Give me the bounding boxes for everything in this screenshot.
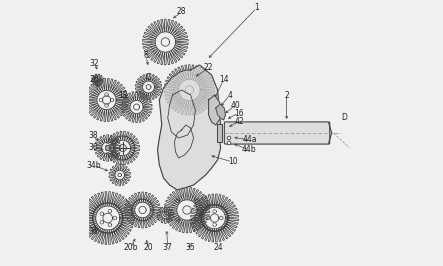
Text: 40: 40 <box>231 101 241 110</box>
Text: 16: 16 <box>234 109 243 118</box>
Text: 4: 4 <box>227 90 232 99</box>
Text: 35: 35 <box>186 243 195 252</box>
Text: 30: 30 <box>89 143 98 152</box>
Text: 36: 36 <box>89 227 98 236</box>
Text: 34b: 34b <box>86 160 101 169</box>
Text: 20: 20 <box>144 243 153 252</box>
Text: 37: 37 <box>163 243 173 252</box>
Text: 26: 26 <box>89 76 99 85</box>
Text: 38: 38 <box>89 131 98 140</box>
Text: 28: 28 <box>177 7 187 16</box>
Polygon shape <box>216 104 225 120</box>
Text: 10: 10 <box>228 157 237 167</box>
Text: 14: 14 <box>219 76 229 85</box>
Polygon shape <box>158 65 221 190</box>
Text: 20b: 20b <box>123 243 138 252</box>
Text: 44a: 44a <box>242 135 256 144</box>
Text: 18: 18 <box>119 92 128 101</box>
Text: 24: 24 <box>214 243 224 252</box>
Polygon shape <box>209 95 222 125</box>
Text: 32: 32 <box>89 60 99 69</box>
Text: C: C <box>146 73 151 82</box>
Text: 1: 1 <box>254 3 259 13</box>
Text: D: D <box>341 114 346 123</box>
Text: 42: 42 <box>235 117 245 126</box>
Circle shape <box>227 141 231 145</box>
Text: 6: 6 <box>144 52 148 60</box>
Bar <box>217 124 222 142</box>
FancyBboxPatch shape <box>224 122 330 144</box>
Circle shape <box>227 136 231 140</box>
Text: 2: 2 <box>284 90 289 99</box>
Text: 22: 22 <box>204 64 214 73</box>
Text: 44b: 44b <box>242 146 257 155</box>
